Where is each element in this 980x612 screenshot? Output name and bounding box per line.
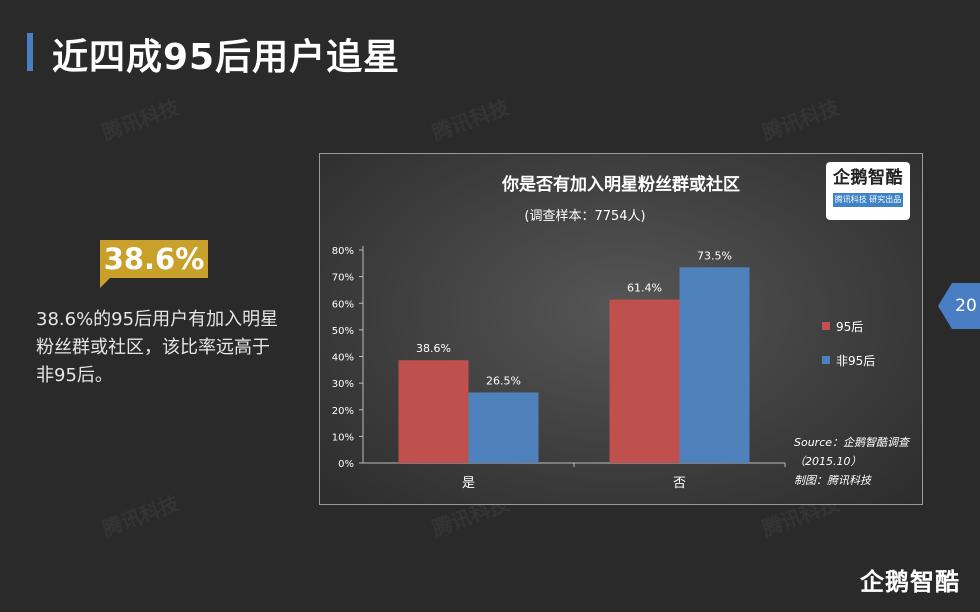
- legend-swatch: [822, 322, 830, 330]
- y-tick-label: 20%: [332, 406, 354, 417]
- qie-zhiku-logo: 企鹅智酷 腾讯科技 研究出品: [826, 162, 910, 220]
- source-note: （2015.10）: [794, 455, 862, 468]
- bar-chart: 你是否有加入明星粉丝群或社区 (调查样本：7754人) 0% 10% 20% 30% 40%…: [332, 174, 911, 491]
- page-number-arrow: [938, 283, 952, 329]
- bar-data-label: 26.5%: [486, 374, 521, 387]
- highlight-badge-tail: [100, 278, 110, 288]
- chart-panel: 你是否有加入明星粉丝群或社区 (调查样本：7754人) 0% 10% 20% 30% 40%…: [319, 153, 923, 505]
- y-tick-label: 10%: [332, 432, 354, 443]
- legend-label: 非95后: [836, 354, 875, 368]
- chart-subtitle: (调查样本：7754人): [524, 209, 645, 224]
- bar: [468, 392, 539, 463]
- page-number-tab: 20: [938, 283, 980, 329]
- bar-data-label: 38.6%: [416, 342, 451, 355]
- watermark: 腾讯科技: [98, 94, 183, 145]
- description-text: 38.6%的95后用户有加入明星粉丝群或社区，该比率远高于非95后。: [36, 309, 279, 386]
- bar-data-label: 73.5%: [697, 249, 732, 262]
- brand-logo: 企鹅智酷: [860, 568, 960, 596]
- page-number: 20: [955, 296, 977, 316]
- watermark: 腾讯科技: [758, 94, 843, 145]
- y-tick-label: 80%: [332, 246, 354, 257]
- y-tick-label: 70%: [332, 273, 354, 284]
- page-number-bg: [952, 283, 980, 329]
- y-tick-label: 0%: [338, 459, 354, 470]
- watermark: 腾讯科技: [428, 94, 513, 145]
- x-tick-label: 否: [673, 476, 686, 491]
- y-tick-label: 50%: [332, 326, 354, 337]
- logo-main-text: 企鹅智酷: [833, 168, 903, 188]
- source-note: 制图：腾讯科技: [794, 474, 873, 487]
- logo-sub-text: 腾讯科技 研究出品: [833, 193, 903, 207]
- bar: [679, 267, 750, 463]
- y-tick-label: 40%: [332, 353, 354, 364]
- y-tick-label: 30%: [332, 379, 354, 390]
- watermark: 腾讯科技: [98, 490, 183, 541]
- title-accent-bar: [27, 33, 33, 71]
- highlight-badge: 38.6%: [100, 240, 208, 278]
- chart-title: 你是否有加入明星粉丝群或社区: [501, 174, 740, 195]
- legend-swatch: [822, 356, 830, 364]
- page-title: 近四成95后用户追星: [52, 37, 401, 78]
- legend-label: 95后: [836, 320, 863, 334]
- bar-data-label: 61.4%: [627, 282, 662, 295]
- bar: [609, 299, 680, 463]
- y-tick-label: 60%: [332, 299, 354, 310]
- source-note: Source：企鹅智酷调查: [794, 436, 911, 449]
- x-tick-label: 是: [462, 476, 475, 491]
- bar: [398, 360, 469, 463]
